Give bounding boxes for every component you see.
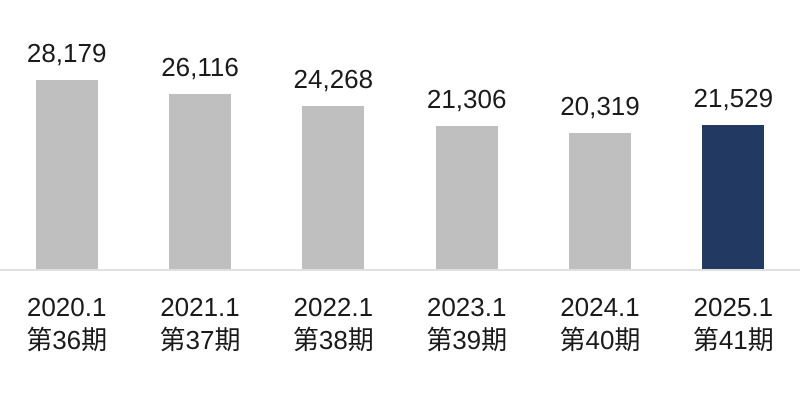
chart-column: 24,268 <box>267 0 400 269</box>
bar-segment <box>168 93 231 269</box>
x-axis-label: 2022.1 第38期 <box>267 271 400 357</box>
x-axis-label-term: 第38期 <box>292 325 374 355</box>
chart-column: 20,319 <box>533 0 666 269</box>
bar-segment <box>568 132 631 269</box>
x-axis-label-period: 2024.1 <box>560 292 640 322</box>
bar-value-label: 28,179 <box>26 38 107 69</box>
bar-value-label: 21,306 <box>426 84 507 115</box>
bar-segment <box>302 106 365 269</box>
x-axis-label: 2024.1 第40期 <box>533 271 666 357</box>
bar-segment <box>35 80 98 269</box>
x-axis-label-period: 2023.1 <box>426 292 507 322</box>
bar-value-label: 24,268 <box>293 64 374 95</box>
bar-value-label: 21,529 <box>693 82 774 113</box>
x-axis-label-term: 第36期 <box>26 325 108 355</box>
x-axis-labels: 2020.1 第36期 2021.1 第37期 2022.1 第38期 2023.1 第39期… <box>0 271 800 357</box>
chart-column: 21,306 <box>400 0 533 269</box>
chart-column: 26,116 <box>133 0 266 269</box>
bar-segment <box>702 124 765 269</box>
x-axis-label-period: 2020.1 <box>26 292 107 322</box>
x-axis-label-term: 第39期 <box>426 325 508 355</box>
x-axis-label-period: 2025.1 <box>693 292 774 322</box>
plot-area: 28,179 26,116 24,268 21,306 20,319 21,529 <box>0 0 800 269</box>
x-axis-label-term: 第40期 <box>559 325 641 355</box>
x-axis-label: 2021.1 第37期 <box>133 271 266 357</box>
x-axis-line <box>0 269 800 271</box>
bar-segment <box>435 126 498 269</box>
x-axis-label: 2025.1 第41期 <box>667 271 800 357</box>
chart-column: 28,179 <box>0 0 133 269</box>
bar-value-label: 26,116 <box>161 51 239 82</box>
bar-value-label: 20,319 <box>560 90 640 121</box>
x-axis-label-term: 第41期 <box>692 325 774 355</box>
x-axis-label: 2020.1 第36期 <box>0 271 133 357</box>
x-axis-label-period: 2021.1 <box>160 292 240 322</box>
chart-column: 21,529 <box>667 0 800 269</box>
x-axis-label-period: 2022.1 <box>293 292 374 322</box>
x-axis-label-term: 第37期 <box>159 325 241 355</box>
x-axis-label: 2023.1 第39期 <box>400 271 533 357</box>
